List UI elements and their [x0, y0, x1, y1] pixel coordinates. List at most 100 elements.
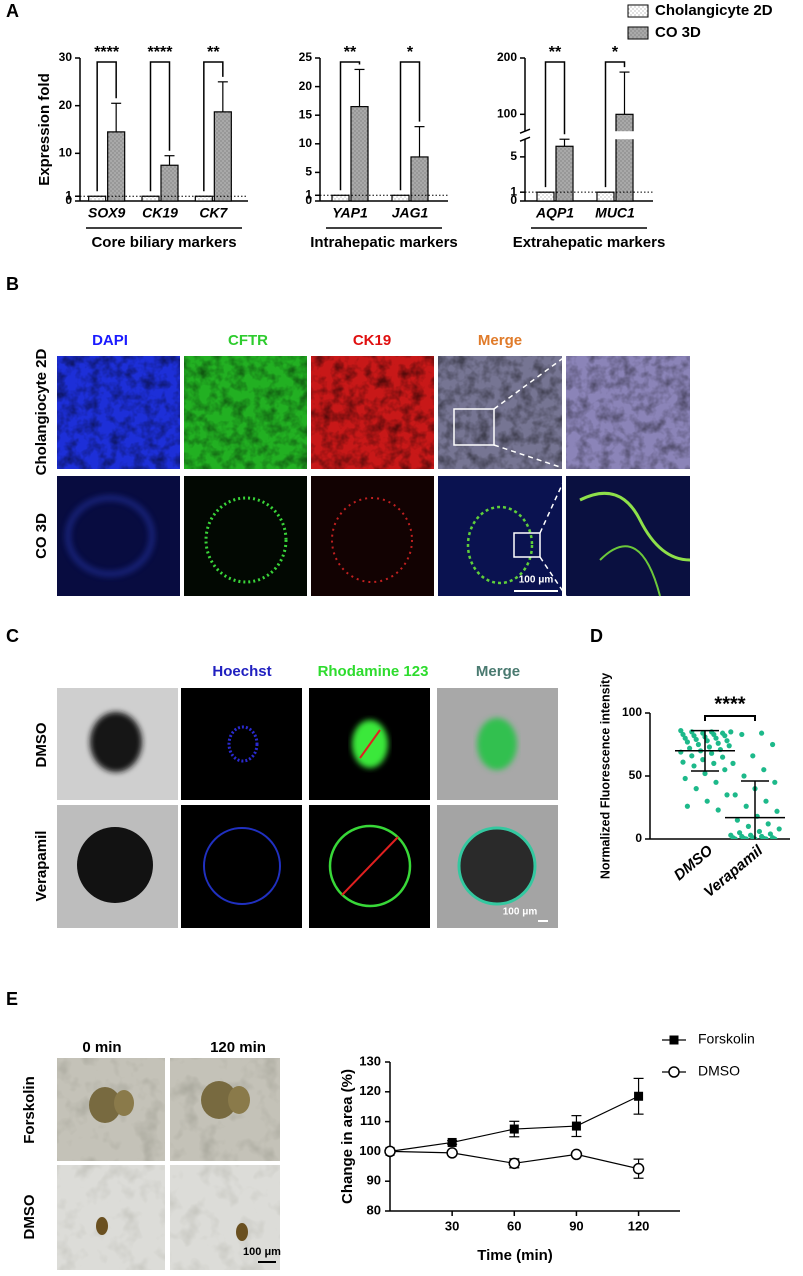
y-tick-label: 0 [65, 193, 72, 207]
bar-texture [142, 196, 159, 201]
data-point [724, 792, 730, 798]
inset-line [539, 556, 567, 597]
significance-bracket [203, 61, 224, 192]
profile-line [359, 729, 381, 759]
scale-bar-label: 100 μm [503, 907, 538, 918]
legend-label: Forskolin [698, 1031, 755, 1047]
data-point [761, 767, 767, 773]
sd-bar [691, 729, 719, 772]
image-merge [438, 476, 562, 596]
bar-texture [392, 195, 409, 201]
image-dapi [57, 476, 180, 596]
data-point [687, 745, 693, 751]
data-point [700, 730, 706, 736]
organoid [203, 827, 281, 905]
data-point [722, 733, 728, 739]
x-tick-label: MUC1 [595, 205, 635, 221]
data-point [756, 828, 763, 835]
bar-texture [332, 195, 349, 201]
data-point [689, 753, 695, 759]
data-point [767, 831, 774, 837]
column-label: CK19 [353, 332, 391, 349]
data-point [730, 760, 736, 767]
marker [570, 1148, 583, 1161]
error-bar [354, 68, 365, 107]
y-tick-label: 90 [367, 1173, 381, 1188]
data-point [765, 821, 771, 827]
inset-line [493, 355, 567, 410]
error-bar [164, 155, 175, 166]
data-point [713, 779, 719, 785]
column-label: DAPI [92, 332, 128, 349]
image-zoom [566, 476, 690, 596]
inset-box [453, 408, 495, 446]
y-tick-label: 100 [497, 106, 517, 120]
significance-bracket [544, 61, 566, 188]
image-hoechst [181, 688, 302, 800]
data-point [741, 773, 747, 779]
data-point [720, 754, 726, 760]
microscopy-grid-b [57, 355, 691, 597]
microscopy-grid-c [57, 688, 558, 928]
membrane [579, 491, 691, 562]
data-point [711, 731, 717, 738]
data-point [715, 740, 721, 746]
data-point [743, 803, 749, 809]
data-point [732, 792, 738, 798]
organoid [114, 1090, 134, 1116]
data-point [702, 770, 708, 777]
data-point [704, 738, 710, 744]
x-tick-label: JAG1 [392, 205, 429, 221]
y-tick-label: 0 [305, 193, 312, 207]
image-ck19 [311, 476, 434, 596]
bar-texture [195, 196, 213, 201]
x-tick-label: CK7 [199, 205, 228, 221]
inset-line [493, 444, 567, 470]
data-point [695, 741, 702, 748]
profile-line [341, 836, 399, 896]
error-bar [559, 138, 570, 147]
panel-label: C [6, 626, 19, 646]
organoid [457, 826, 537, 906]
significance-label: ** [344, 44, 357, 61]
data-point [706, 744, 713, 750]
plot-area [675, 728, 785, 839]
data-point [745, 823, 752, 830]
panel-label: D [590, 626, 603, 646]
data-point [693, 786, 699, 792]
axis-break [519, 136, 531, 142]
data-point [732, 836, 738, 839]
significance-bracket [149, 61, 171, 192]
x-tick-label: SOX9 [88, 205, 126, 221]
column-label: Hoechst [212, 663, 271, 680]
image-texture [57, 1165, 165, 1270]
organoid [477, 718, 517, 770]
legend-marker [669, 1035, 679, 1045]
significance-bracket [399, 61, 421, 191]
column-label: 120 min [210, 1039, 266, 1056]
row-label: Verapamil [33, 831, 50, 902]
data-point [737, 830, 743, 836]
organoid [228, 1086, 250, 1114]
significance-label: **** [94, 44, 120, 61]
data-point [682, 775, 688, 782]
marker [509, 1124, 519, 1134]
row-label: CO 3D [33, 513, 50, 559]
y-tick-label: 50 [629, 768, 643, 782]
axis-break [519, 128, 531, 134]
legend-label: Cholangicyte 2D [655, 2, 773, 19]
break-gap [615, 131, 634, 140]
y-tick-label: 0 [635, 831, 642, 845]
data-point [678, 728, 684, 734]
significance-label: ** [207, 44, 220, 61]
data-point [704, 798, 710, 804]
x-tick-label: 90 [569, 1218, 583, 1233]
y-tick-label: 0 [510, 193, 517, 207]
significance-bracket [96, 61, 117, 192]
data-point [726, 743, 732, 749]
row-label: DMSO [21, 1194, 38, 1239]
column-label: Merge [478, 332, 522, 349]
bar-texture [616, 114, 633, 201]
legend-swatch-texture [628, 5, 648, 17]
data-point [713, 735, 719, 741]
